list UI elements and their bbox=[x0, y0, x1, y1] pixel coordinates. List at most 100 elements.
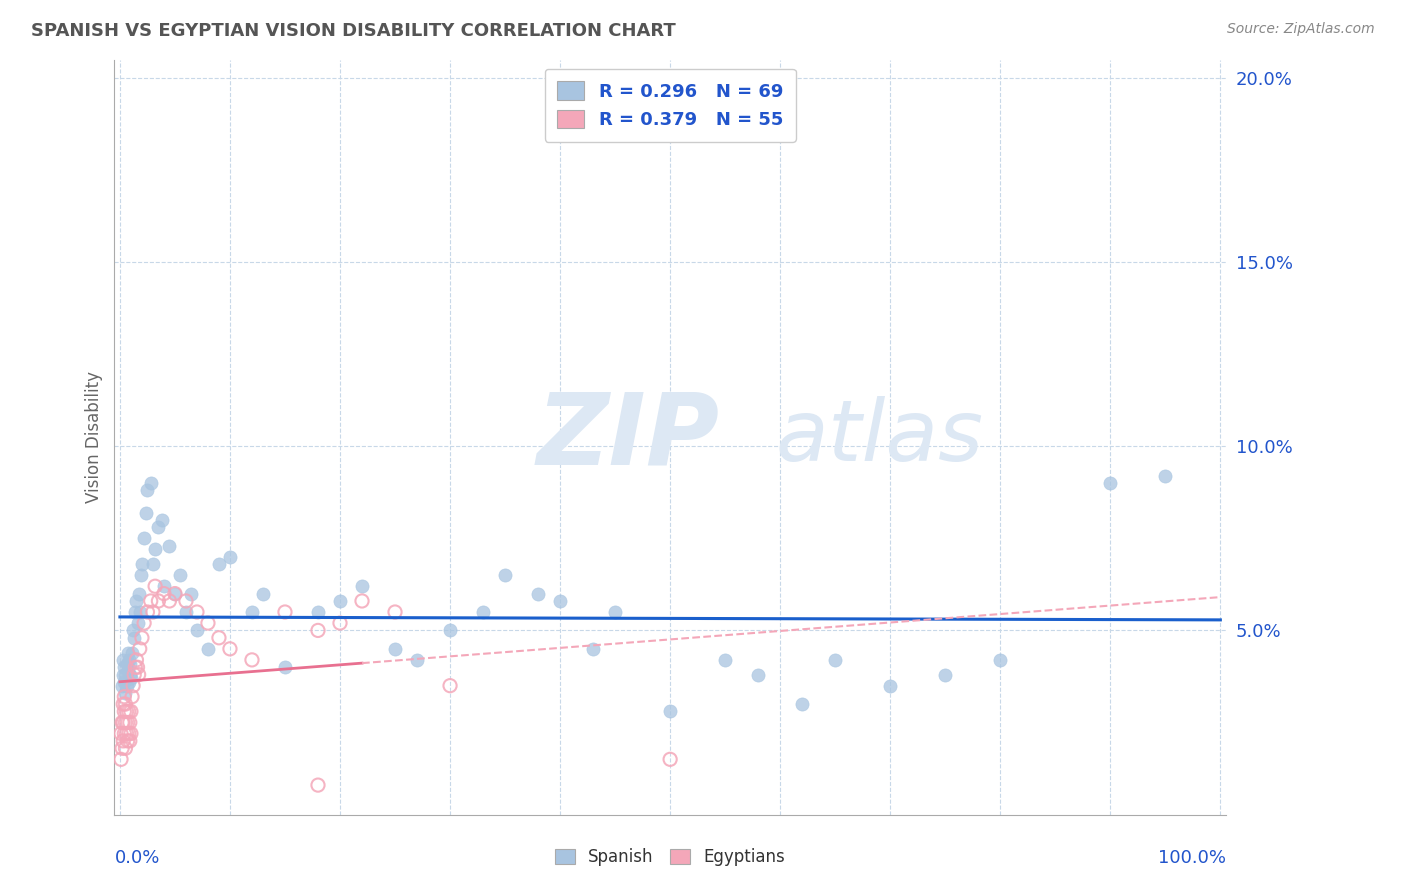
Point bbox=[124, 605, 146, 619]
Point bbox=[240, 653, 263, 667]
Point bbox=[307, 778, 329, 792]
Point bbox=[139, 476, 162, 491]
Point bbox=[274, 660, 297, 674]
Point bbox=[121, 646, 143, 660]
Point bbox=[112, 690, 135, 704]
Point bbox=[148, 520, 170, 534]
Point bbox=[659, 752, 682, 766]
Point bbox=[128, 586, 150, 600]
Point bbox=[186, 624, 208, 638]
Point bbox=[148, 594, 170, 608]
Point bbox=[117, 646, 139, 660]
Point bbox=[131, 557, 153, 571]
Point bbox=[988, 653, 1011, 667]
Point bbox=[329, 594, 352, 608]
Point bbox=[163, 586, 186, 600]
Point bbox=[792, 697, 814, 711]
Point bbox=[142, 605, 165, 619]
Point bbox=[127, 615, 149, 630]
Point bbox=[163, 586, 186, 600]
Point bbox=[135, 506, 157, 520]
Point bbox=[118, 675, 141, 690]
Point bbox=[112, 675, 135, 690]
Point bbox=[582, 641, 605, 656]
Legend: R = 0.296   N = 69, R = 0.379   N = 55: R = 0.296 N = 69, R = 0.379 N = 55 bbox=[544, 69, 796, 142]
Point bbox=[118, 653, 141, 667]
Point bbox=[115, 726, 138, 740]
Point bbox=[150, 513, 173, 527]
Point bbox=[114, 667, 136, 681]
Point bbox=[174, 594, 197, 608]
Point bbox=[117, 664, 139, 678]
Point bbox=[131, 631, 153, 645]
Point bbox=[252, 586, 274, 600]
Point bbox=[115, 657, 138, 671]
Point bbox=[307, 605, 329, 619]
Point bbox=[350, 594, 373, 608]
Point bbox=[350, 579, 373, 593]
Point bbox=[124, 660, 146, 674]
Point bbox=[603, 605, 626, 619]
Point bbox=[122, 667, 145, 681]
Point bbox=[548, 594, 571, 608]
Point bbox=[307, 624, 329, 638]
Point bbox=[125, 594, 148, 608]
Text: Source: ZipAtlas.com: Source: ZipAtlas.com bbox=[1227, 22, 1375, 37]
Point bbox=[1099, 476, 1122, 491]
Point bbox=[384, 605, 406, 619]
Point bbox=[934, 667, 956, 681]
Point bbox=[174, 605, 197, 619]
Point bbox=[659, 705, 682, 719]
Point bbox=[240, 605, 263, 619]
Point bbox=[134, 532, 156, 546]
Point bbox=[180, 586, 202, 600]
Point bbox=[824, 653, 846, 667]
Text: 0.0%: 0.0% bbox=[114, 849, 160, 867]
Text: atlas: atlas bbox=[776, 395, 984, 479]
Point bbox=[115, 679, 138, 693]
Point bbox=[274, 605, 297, 619]
Point bbox=[117, 715, 139, 730]
Point bbox=[114, 686, 136, 700]
Point bbox=[120, 671, 142, 685]
Point bbox=[329, 615, 352, 630]
Point bbox=[128, 605, 150, 619]
Text: ZIP: ZIP bbox=[537, 389, 720, 485]
Point bbox=[142, 557, 165, 571]
Point bbox=[111, 679, 134, 693]
Point bbox=[527, 586, 550, 600]
Point bbox=[197, 615, 219, 630]
Point bbox=[125, 653, 148, 667]
Point bbox=[136, 605, 159, 619]
Point bbox=[118, 667, 141, 681]
Point bbox=[112, 660, 135, 674]
Point bbox=[120, 705, 142, 719]
Point bbox=[112, 715, 135, 730]
Point bbox=[879, 679, 901, 693]
Text: 100.0%: 100.0% bbox=[1159, 849, 1226, 867]
Point bbox=[112, 705, 135, 719]
Point bbox=[111, 741, 134, 756]
Point bbox=[118, 726, 141, 740]
Point bbox=[112, 667, 135, 681]
Point bbox=[111, 715, 134, 730]
Point bbox=[112, 734, 135, 748]
Point bbox=[122, 624, 145, 638]
Point bbox=[153, 579, 176, 593]
Point bbox=[197, 641, 219, 656]
Text: SPANISH VS EGYPTIAN VISION DISABILITY CORRELATION CHART: SPANISH VS EGYPTIAN VISION DISABILITY CO… bbox=[31, 22, 676, 40]
Point bbox=[114, 741, 136, 756]
Point bbox=[169, 568, 191, 582]
Point bbox=[122, 679, 145, 693]
Point bbox=[118, 657, 141, 671]
Point bbox=[114, 715, 136, 730]
Point bbox=[129, 568, 152, 582]
Point bbox=[747, 667, 769, 681]
Point bbox=[115, 705, 138, 719]
Point bbox=[112, 697, 135, 711]
Point bbox=[112, 653, 135, 667]
Point bbox=[128, 667, 150, 681]
Point bbox=[117, 734, 139, 748]
Point bbox=[136, 483, 159, 498]
Point bbox=[143, 579, 166, 593]
